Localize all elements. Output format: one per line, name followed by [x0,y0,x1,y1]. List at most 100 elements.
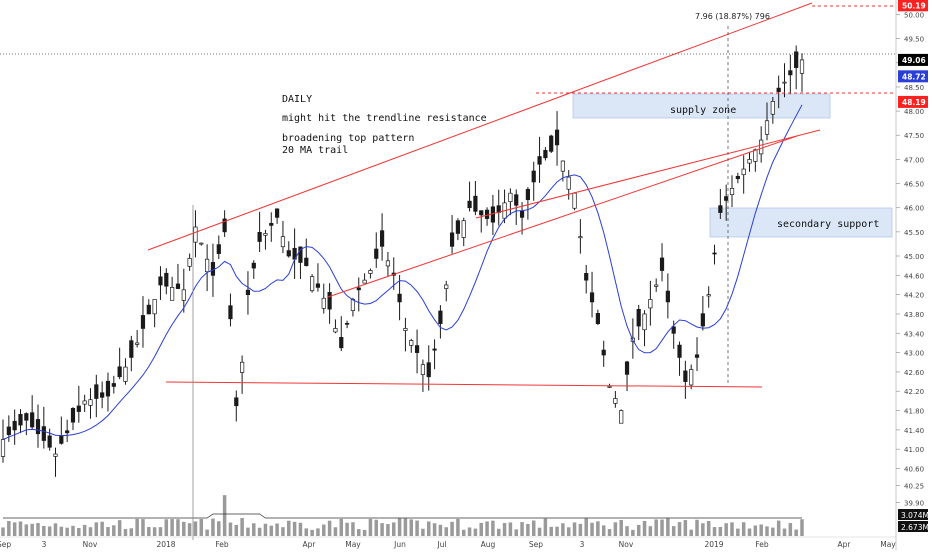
volume-bar [316,528,320,536]
volume-bar [473,528,478,536]
volume-bar [339,518,344,536]
candle-body [665,290,670,303]
candle-body [59,435,64,444]
volume-bar [782,528,787,536]
candle-body [432,348,437,351]
candle-body [24,413,29,421]
candle-body [228,305,233,320]
volume-tag-label: 3.074M [901,511,929,520]
volume-bar [491,520,495,536]
volume-bar [82,524,87,536]
volume-bar [392,522,396,536]
y-tick-label: 45.50 [904,229,924,237]
volume-bar [561,523,565,536]
volume-bar [601,525,606,536]
candle-body [595,313,600,324]
candle-body [467,200,472,209]
volume-bar [572,522,577,536]
x-tick-label: Nov [83,540,98,549]
volume-bar [106,526,110,536]
volume-bar [514,529,518,536]
candle-body [508,192,513,202]
volume-bar [327,520,332,536]
candle-body [65,430,70,434]
candle-body [304,257,309,267]
volume-bar [298,522,303,536]
volume-bar [788,523,793,536]
volume-bar [619,519,623,536]
x-tick-label: Jul [436,540,446,549]
candle-body [135,342,140,345]
volume-bar [345,522,349,536]
volume-bar [187,523,192,536]
candle-body [240,361,245,373]
candle-body [560,160,565,172]
volume-bar [252,523,256,536]
candle-body [484,209,490,219]
candle-body [53,453,58,457]
supply-zone-label: supply zone [670,105,736,116]
candle-body [170,287,175,301]
volume-bar [368,518,373,536]
candle-body [362,279,367,284]
volume-bar [217,521,221,536]
candle-body [47,435,52,448]
volume-bar [800,519,804,536]
volume-bar [555,526,559,536]
volume-bar [456,518,460,536]
y-tick-label: 42.20 [904,388,924,396]
volume-bar [333,527,338,536]
volume-bar [706,520,711,536]
candle-body [531,170,536,183]
x-tick-label: Feb [755,540,769,549]
candle-body [537,156,542,165]
candle-body [333,328,338,333]
volume-bar [444,527,448,536]
volume-bar [450,521,454,536]
volume-bar [94,522,99,536]
volume-bar [380,523,384,536]
ma-line [2,104,803,440]
candle-body [572,192,577,209]
x-tick-label: Apr [838,540,852,549]
candle-body [164,272,169,287]
y-tick-label: 47.50 [904,132,924,140]
volume-bar [7,520,11,536]
candle-body [263,233,268,236]
x-tick-label: Feb [215,540,229,549]
candle-body [234,397,239,407]
volume-bar [660,519,664,536]
candle-body [654,284,659,287]
volume-bar [304,528,309,536]
candle-body [321,297,326,309]
candle-body [788,70,793,76]
supply-zone-box [572,93,831,119]
ma-line-group [2,104,803,440]
volume-bar [275,523,279,536]
candle-body [403,328,408,331]
volume-bar [12,522,17,536]
volume-bar [228,522,233,536]
volume-bar [147,527,151,536]
volume-bar [759,524,763,536]
candle-body [753,149,758,162]
candle-body [689,369,694,386]
volume-bar [467,527,472,536]
volume-bar [712,527,717,536]
candle-body [205,258,210,273]
y-tick-label: 42.60 [904,369,924,377]
price-tag-box [898,70,928,83]
volume-bar [409,519,413,536]
candle-body [414,345,420,353]
volume-bar [310,529,314,536]
candle-body [129,340,134,358]
candle-body [519,210,525,218]
trendlines [0,2,896,540]
candle-body [105,380,111,397]
volume-bar [403,518,408,536]
volume-bar [415,520,419,536]
candle-body [671,326,676,334]
volume-bar [77,528,81,536]
